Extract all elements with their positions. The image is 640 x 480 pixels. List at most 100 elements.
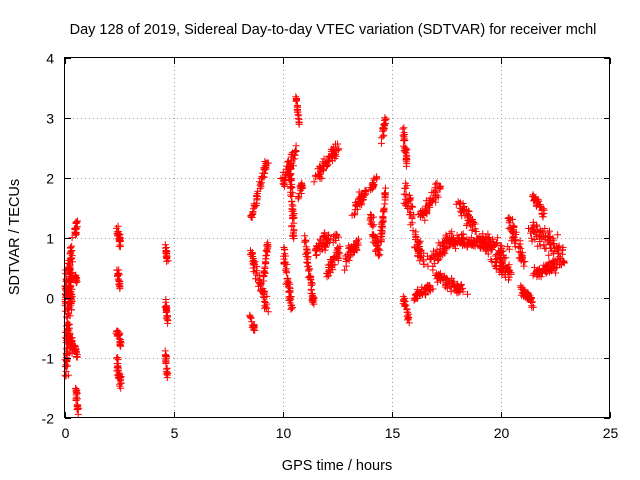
data-point [308, 280, 316, 288]
data-point [492, 239, 500, 247]
data-point [358, 201, 366, 209]
data-point [304, 255, 312, 263]
data-point [547, 244, 555, 252]
data-point [280, 177, 288, 185]
data-point [321, 161, 329, 169]
data-point [253, 263, 261, 271]
data-point [421, 290, 429, 298]
data-point [260, 269, 268, 277]
axis-ticks [65, 58, 611, 419]
data-point [293, 96, 300, 104]
data-point [482, 247, 490, 255]
data-point [375, 252, 383, 260]
data-point [421, 216, 429, 224]
data-point [259, 285, 267, 293]
data-point [306, 275, 314, 283]
data-point [522, 293, 530, 301]
data-point [546, 238, 554, 246]
data-point [464, 290, 471, 298]
data-point [505, 266, 513, 274]
data-point [285, 288, 293, 296]
data-point [246, 311, 254, 319]
data-point [295, 193, 303, 201]
data-point [366, 216, 374, 224]
data-point [404, 205, 412, 212]
data-point [545, 251, 553, 259]
data-point [401, 302, 409, 309]
data-point [326, 154, 334, 162]
data-point [550, 247, 558, 255]
data-point [552, 269, 560, 277]
data-point [162, 244, 169, 252]
data-point [411, 231, 419, 239]
data-point [495, 250, 503, 258]
data-point [162, 365, 170, 373]
data-point [287, 153, 295, 161]
data-point [506, 215, 514, 223]
data-point [312, 171, 320, 179]
data-point [483, 244, 491, 252]
data-point [164, 312, 172, 320]
data-point [529, 303, 537, 311]
data-point [263, 241, 271, 249]
data-point [554, 231, 562, 239]
data-point [321, 229, 329, 237]
data-point [560, 259, 568, 267]
data-point [324, 158, 332, 165]
data-point [402, 179, 410, 187]
data-point [468, 217, 476, 225]
data-point [477, 236, 485, 244]
data-point [541, 244, 549, 252]
data-point [425, 199, 433, 207]
y-tick-label: 3 [46, 111, 54, 127]
data-point [414, 238, 422, 246]
data-point [350, 241, 358, 249]
data-point [527, 294, 535, 302]
data-point [439, 239, 447, 247]
data-point [282, 266, 289, 274]
data-point [520, 262, 528, 270]
data-point [309, 294, 316, 302]
data-point [545, 233, 553, 241]
data-point [332, 237, 340, 244]
data-point [250, 201, 258, 209]
data-point [163, 305, 171, 313]
data-point [400, 297, 408, 305]
data-point [307, 285, 315, 293]
data-point [505, 245, 513, 253]
data-point [329, 261, 337, 269]
data-point [115, 271, 123, 279]
data-point [72, 224, 79, 232]
data-point [378, 134, 385, 142]
data-point [333, 231, 341, 239]
data-point [379, 214, 387, 222]
data-point [72, 231, 80, 239]
data-point [162, 352, 170, 359]
data-point [532, 202, 540, 210]
data-point [261, 299, 269, 306]
data-point [247, 247, 254, 255]
data-point [297, 190, 305, 197]
data-point [258, 179, 265, 187]
data-point [466, 213, 474, 221]
data-point [61, 371, 69, 379]
data-point [416, 257, 424, 265]
data-point [330, 145, 338, 153]
data-point [72, 345, 80, 353]
data-point [556, 261, 564, 269]
data-point [543, 268, 550, 276]
y-tick-label: 1 [46, 231, 54, 247]
data-point [342, 262, 350, 270]
data-point [292, 142, 300, 150]
data-point [414, 294, 422, 302]
data-point [378, 219, 386, 227]
data-point [421, 206, 429, 214]
x-tick-label: 20 [494, 425, 510, 441]
data-point [403, 160, 411, 168]
data-point [541, 225, 549, 232]
data-point [287, 183, 295, 191]
data-point [281, 182, 289, 190]
data-point [253, 191, 261, 199]
data-point [312, 252, 320, 259]
